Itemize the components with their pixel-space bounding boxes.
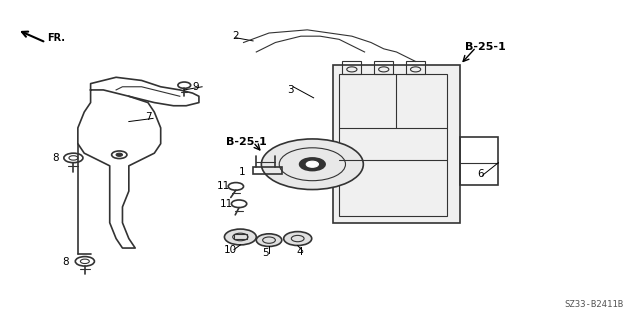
Text: 1: 1 bbox=[239, 167, 246, 176]
Bar bbox=[342, 62, 362, 74]
Text: 9: 9 bbox=[193, 82, 199, 92]
Text: 8: 8 bbox=[62, 257, 68, 267]
Text: B-25-1: B-25-1 bbox=[227, 137, 267, 147]
Bar bbox=[234, 234, 246, 239]
Text: B-25-1: B-25-1 bbox=[465, 42, 506, 52]
Circle shape bbox=[116, 153, 122, 156]
Circle shape bbox=[306, 161, 319, 167]
Bar bbox=[253, 167, 282, 174]
Bar bbox=[374, 62, 394, 74]
Circle shape bbox=[261, 139, 364, 189]
Text: 4: 4 bbox=[296, 247, 303, 257]
Text: 8: 8 bbox=[52, 153, 59, 163]
Bar bbox=[460, 137, 499, 185]
Bar bbox=[339, 74, 447, 216]
Text: 3: 3 bbox=[287, 85, 293, 95]
Text: SZ33-B2411B: SZ33-B2411B bbox=[564, 300, 623, 309]
Text: 6: 6 bbox=[477, 169, 484, 179]
Circle shape bbox=[284, 232, 312, 246]
Text: FR.: FR. bbox=[47, 33, 65, 43]
Circle shape bbox=[300, 158, 325, 171]
Text: 2: 2 bbox=[232, 31, 239, 41]
Bar bbox=[333, 65, 460, 223]
Text: 10: 10 bbox=[224, 245, 237, 255]
Text: 11: 11 bbox=[216, 182, 230, 191]
Text: 11: 11 bbox=[220, 199, 233, 209]
Text: 7: 7 bbox=[145, 112, 151, 122]
Circle shape bbox=[225, 229, 256, 245]
Bar bbox=[406, 62, 425, 74]
Text: 5: 5 bbox=[262, 248, 269, 258]
Circle shape bbox=[256, 234, 282, 247]
